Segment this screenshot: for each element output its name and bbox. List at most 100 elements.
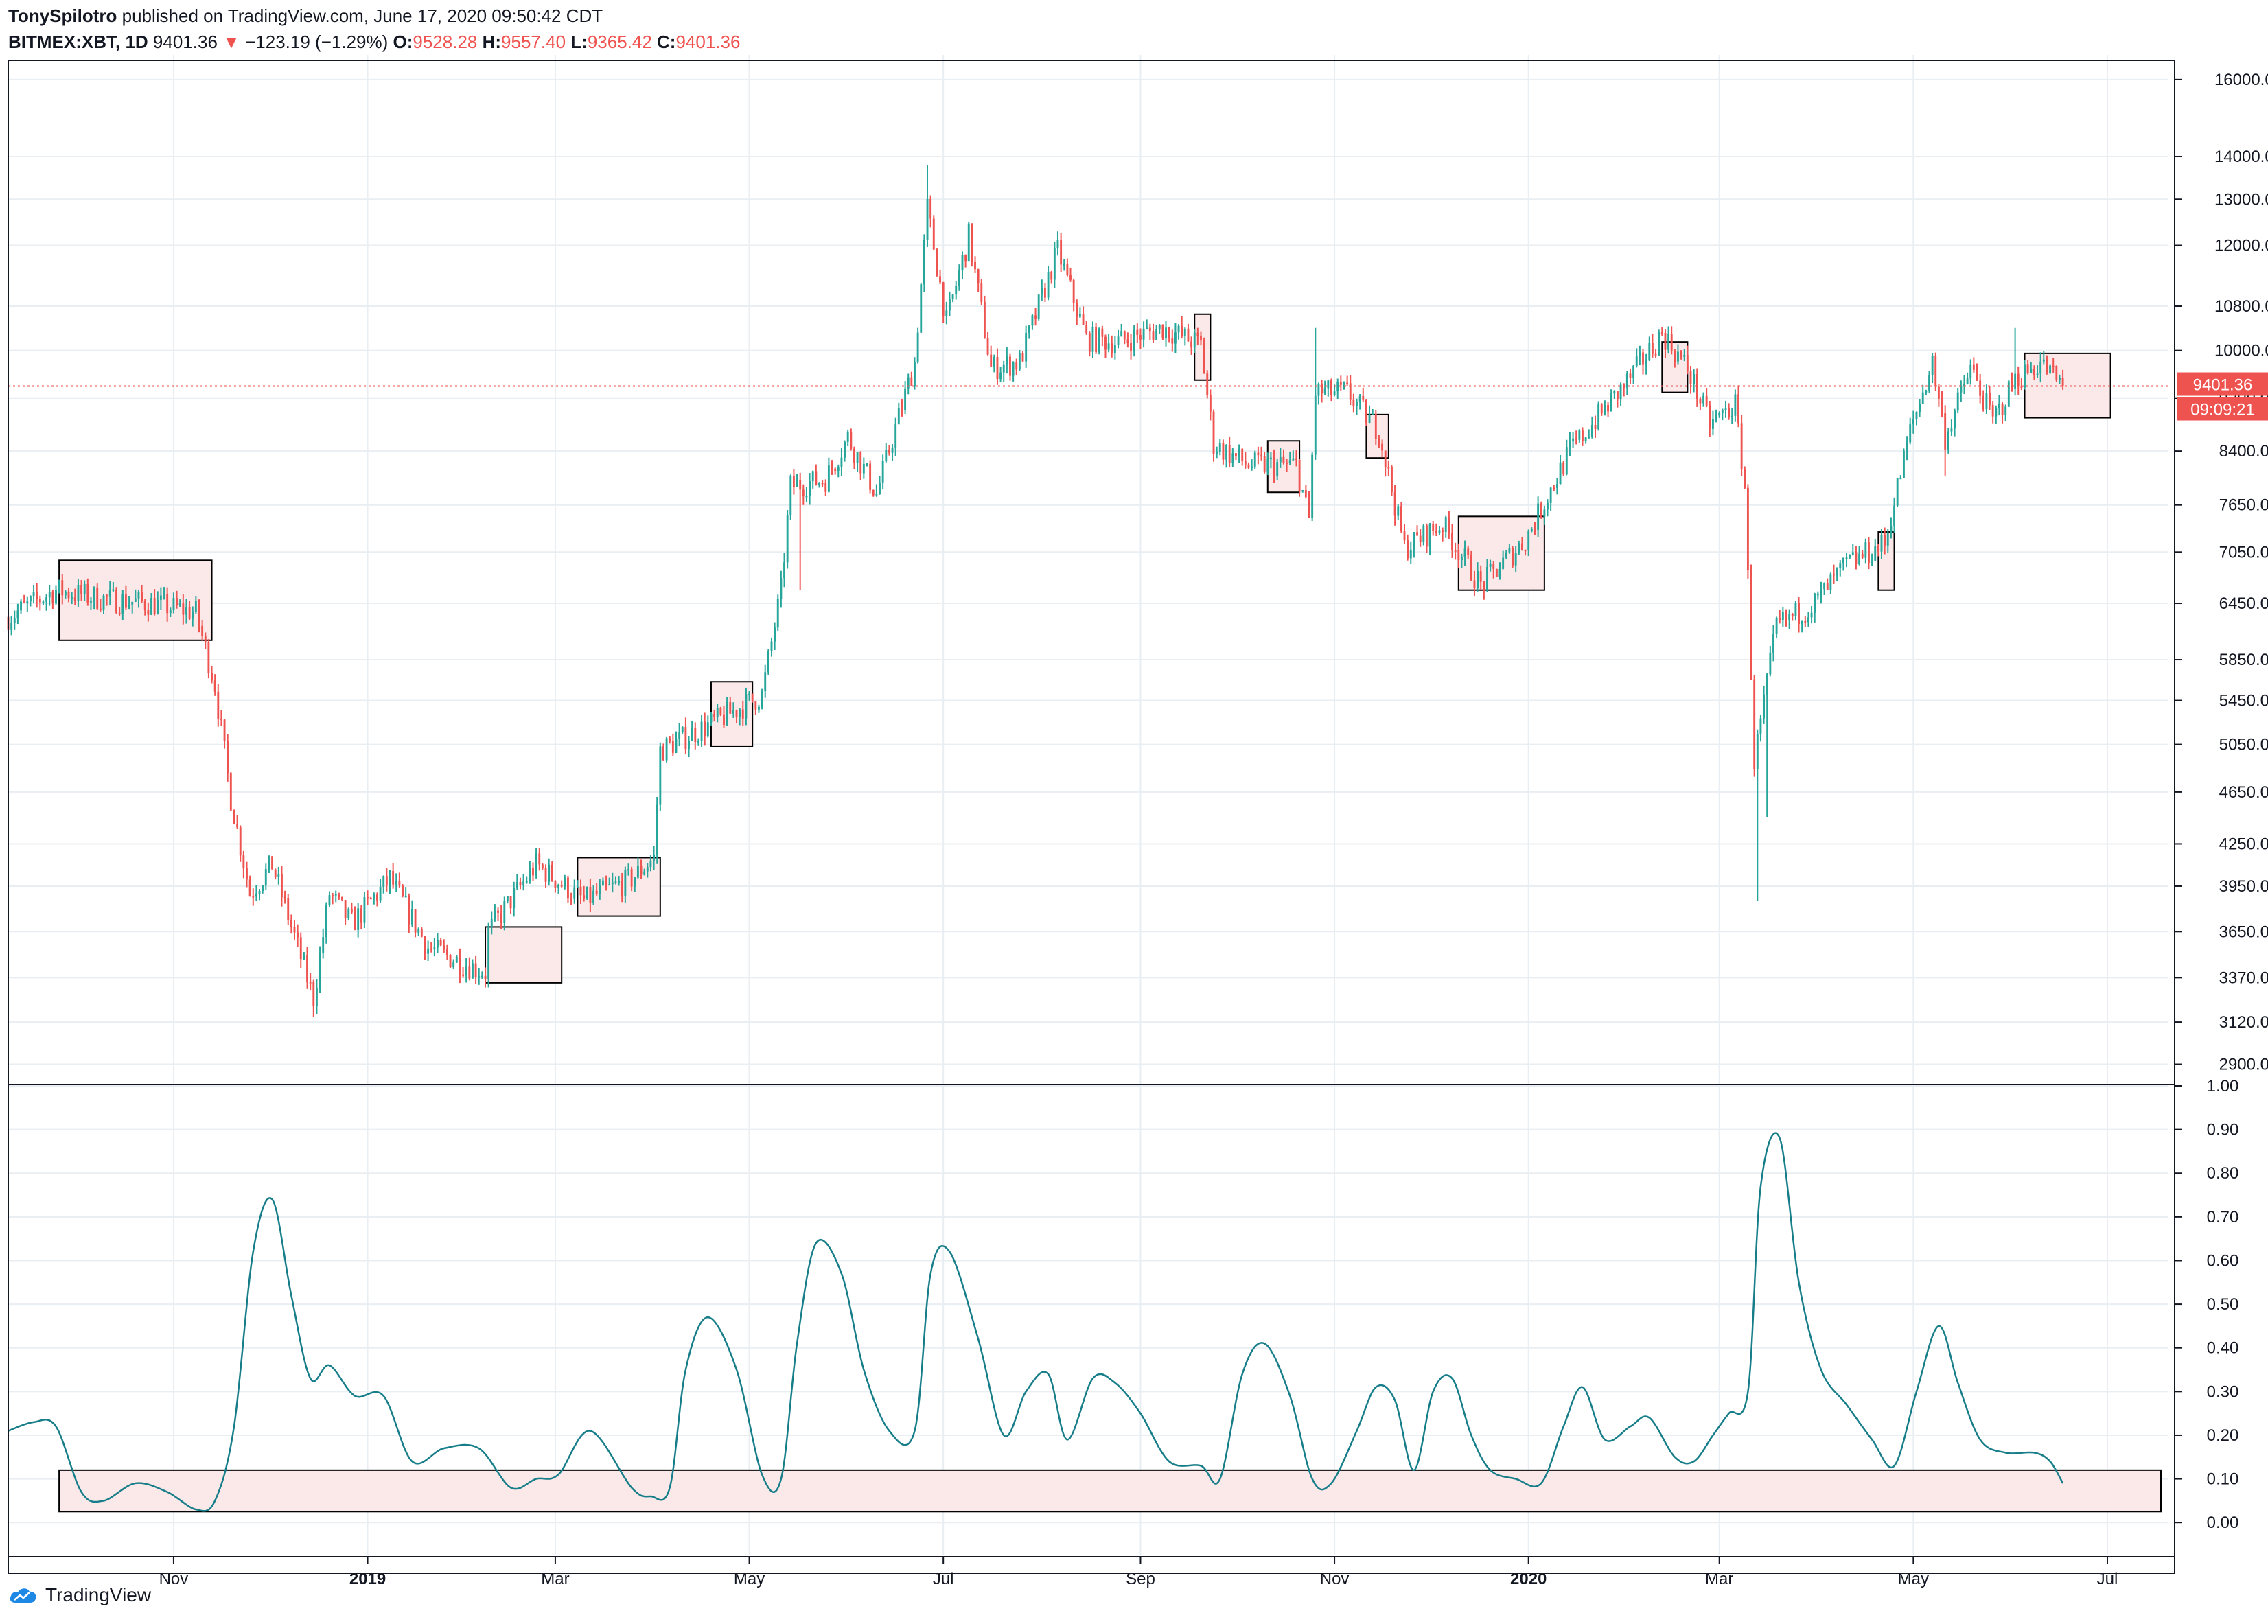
candle-body	[967, 223, 970, 262]
candle-body	[1826, 583, 1829, 590]
last-price-badge-text: 9401.36	[2193, 376, 2253, 395]
candle-body	[630, 869, 633, 887]
candle-body	[576, 886, 579, 888]
candle-body	[2017, 373, 2020, 387]
candle-body	[990, 354, 993, 367]
candle-body	[32, 592, 35, 597]
candle-body	[1982, 395, 1984, 410]
candle-body	[859, 452, 862, 474]
price-tick-label: 2900.00	[2219, 1056, 2268, 1074]
candle-body	[71, 597, 73, 599]
candle-body	[767, 651, 769, 673]
candle-body	[1358, 395, 1361, 402]
candle-body	[853, 448, 855, 463]
highlight-box	[2024, 352, 2111, 419]
candle-body	[659, 746, 662, 805]
candle-body	[1728, 408, 1731, 417]
price-tick-label: 8400.00	[2219, 442, 2268, 461]
candle-body	[879, 482, 881, 494]
close-label: C:	[657, 32, 676, 52]
candle-body	[694, 728, 697, 743]
candle-body	[1428, 524, 1431, 547]
time-axis[interactable]: Nov 2019 Mar May Jul Sep Nov 2020 Mar May Jul	[159, 1557, 2118, 1588]
candle-body	[1512, 548, 1514, 566]
tradingview-cloud-icon	[10, 1588, 36, 1603]
price-axis[interactable]: 2900.00 3120.00 3370.00 3650.00 3950.00 4250.…	[2175, 71, 2268, 1074]
candle-body	[996, 357, 999, 380]
candle-body	[901, 408, 903, 410]
candle-body	[1906, 442, 1908, 451]
candle-body	[1123, 331, 1126, 340]
candle-body	[1072, 279, 1075, 303]
candle-body	[993, 357, 995, 367]
candle-body	[433, 947, 436, 949]
publish-info: TonySpilotro published on TradingView.co…	[8, 3, 740, 29]
high-label: H:	[482, 32, 502, 52]
candle-body	[1931, 356, 1934, 375]
candle-body	[1718, 413, 1721, 416]
candle-body	[1352, 399, 1355, 406]
candle-body	[1276, 462, 1279, 476]
price-tick-label: 4250.00	[2219, 835, 2268, 853]
candle-body	[1130, 343, 1132, 351]
time-tick-label: 2019	[349, 1570, 386, 1588]
candle-body	[1508, 548, 1511, 553]
candle-body	[64, 591, 67, 596]
author-name[interactable]: TonySpilotro	[8, 5, 117, 26]
candle-body	[614, 881, 617, 883]
candle-body	[252, 896, 255, 898]
candle-body	[248, 879, 251, 896]
tradingview-logo[interactable]: TradingView	[8, 1584, 151, 1606]
candle-body	[334, 894, 337, 896]
candle-body	[141, 592, 143, 601]
candle-body	[281, 874, 283, 898]
candle-body	[1658, 332, 1660, 356]
indicator-axis[interactable]: 0.00 0.10 0.20 0.30 0.40 0.50 0.60 0.70 0.80 0.90…	[2175, 1077, 2238, 1532]
outer-frame	[8, 60, 2175, 1574]
time-tick-label: Nov	[1320, 1570, 1350, 1588]
candle-body	[1314, 395, 1317, 455]
candle-body	[1632, 365, 1635, 378]
candle-body	[1721, 410, 1724, 413]
candlestick-series	[7, 165, 2168, 1017]
candle-body	[783, 562, 785, 579]
candle-body	[1712, 419, 1714, 429]
candle-body	[592, 890, 594, 903]
candle-body	[1225, 445, 1227, 460]
candle-body	[1810, 612, 1813, 618]
candle-body	[1772, 634, 1774, 653]
candle-body	[805, 496, 808, 498]
candle-body	[1969, 364, 1972, 379]
candle-body	[634, 877, 636, 887]
candle-body	[586, 886, 588, 899]
candle-body	[297, 932, 299, 938]
candle-body	[500, 912, 502, 923]
candle-body	[1660, 332, 1663, 334]
candle-body	[77, 585, 80, 601]
candle-body	[1995, 408, 1998, 417]
indicator-tick-label: 0.30	[2207, 1382, 2239, 1401]
candle-body	[1247, 464, 1250, 468]
candle-body	[1518, 543, 1520, 553]
candle-body	[229, 773, 232, 811]
candle-body	[649, 860, 652, 868]
candle-body	[1972, 364, 1975, 370]
candle-body	[897, 408, 900, 425]
candle-body	[1228, 445, 1231, 463]
time-tick-label: Mar	[1705, 1570, 1733, 1588]
candle-body	[395, 881, 397, 885]
candle-body	[2046, 359, 2048, 373]
candle-body	[844, 441, 846, 458]
candle-body	[468, 966, 471, 979]
candle-body	[1562, 462, 1565, 474]
candle-body	[1349, 383, 1352, 400]
candle-body	[1654, 353, 1657, 356]
candle-body	[439, 940, 442, 946]
symbol-name[interactable]: BITMEX:XBT, 1D	[8, 32, 148, 52]
candle-body	[1553, 487, 1555, 489]
candle-body	[96, 587, 99, 609]
candle-body	[182, 603, 185, 615]
candle-body	[143, 601, 146, 610]
candle-body	[1976, 369, 1978, 381]
